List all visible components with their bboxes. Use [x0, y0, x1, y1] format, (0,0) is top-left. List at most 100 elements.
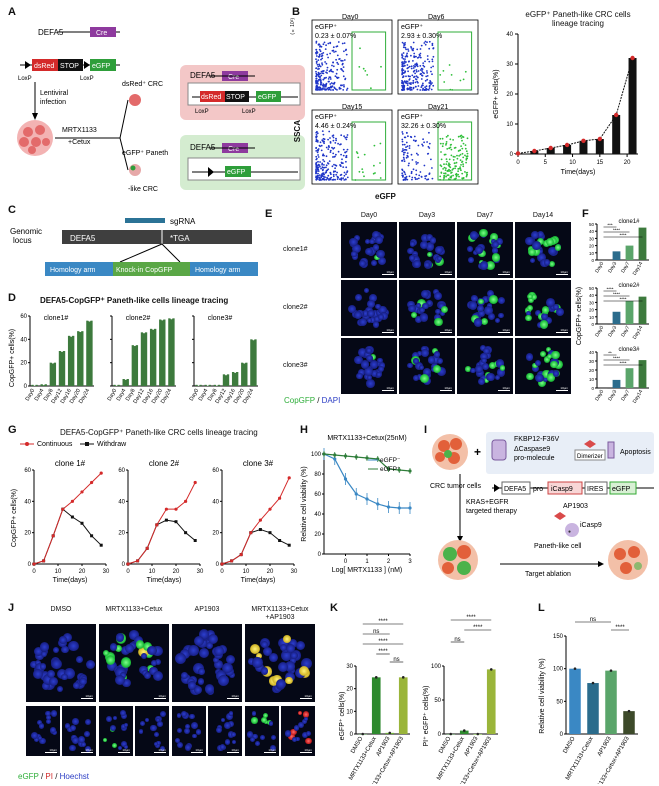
j-cell [49, 677, 59, 687]
b-flow-dot [320, 175, 323, 178]
b-flow-dot [455, 172, 458, 175]
b-flow-dot [425, 75, 428, 78]
b-flow-dot [404, 136, 407, 139]
j-cell [224, 722, 231, 729]
j-cell [279, 643, 288, 652]
d-bar-point [124, 378, 127, 380]
svg-text:STOP: STOP [226, 94, 245, 101]
b-flow-dot [404, 176, 406, 179]
b-flow-day-1: Day6 [428, 14, 444, 21]
j-cell [35, 652, 44, 661]
panel-label-f: F [582, 208, 589, 220]
b-flow-dot [317, 79, 320, 81]
b-flow-dot [327, 174, 330, 177]
h-xtick-label: 2 [387, 559, 391, 565]
i-apoptosis: Apoptosis [620, 449, 651, 456]
a-dsred-box [32, 59, 58, 71]
e-cell [411, 255, 421, 265]
e-day-label: Day0 [360, 212, 378, 219]
b-flow-dot [407, 75, 410, 77]
b-flow-dot [443, 177, 445, 180]
d-title: DEFA5-CopGFP⁺ Paneth-like cells lineage … [40, 296, 229, 305]
b-flow-dot [464, 171, 466, 173]
b-flow-dot [330, 89, 332, 91]
b-flow-dot [460, 164, 462, 166]
b-flow-dot [405, 175, 408, 178]
b-flow-dot [323, 160, 326, 163]
b-flow-dot [340, 134, 343, 137]
e-cell [483, 306, 493, 316]
h-ytick-label: 40 [314, 512, 321, 518]
f-xtick-label: Day0 [594, 389, 605, 402]
e-cell [480, 318, 488, 326]
b-flow-dot [431, 60, 434, 63]
j-cell [256, 652, 263, 660]
f-sig-label: **** [619, 361, 626, 366]
e-cell [413, 358, 419, 364]
j-cell [301, 732, 309, 739]
f-xtick-label: Day3 [607, 261, 618, 274]
j-cell [269, 652, 279, 662]
b-flow-dot [428, 84, 431, 87]
b-flow-dot [458, 155, 460, 157]
b-flow-dot [379, 162, 381, 164]
b-flow-dot [345, 89, 348, 91]
b-flow-dot [416, 48, 419, 51]
b-flow-dot [345, 173, 347, 176]
b-flow-dot [402, 46, 405, 49]
b-flow-dot [337, 63, 340, 65]
j-cell [298, 711, 303, 716]
d-bar-point [51, 361, 54, 364]
b-flow-dot [402, 149, 404, 152]
b-flow-dot [455, 161, 458, 164]
e-scale-text: 10µm [560, 386, 568, 390]
e-cell [434, 313, 442, 322]
g-withdraw-point [90, 534, 94, 538]
b-flow-dot [316, 141, 319, 143]
f-xtick-label: Day3 [607, 389, 618, 402]
b-flow-dot [315, 136, 318, 139]
e-cell [490, 233, 498, 241]
b-flow-dot [319, 165, 321, 168]
b-flow-dot [450, 176, 452, 179]
e-cell [425, 234, 433, 242]
b-flow-dot [330, 82, 333, 84]
b-flow-dot [431, 42, 434, 45]
b-flow-dot [445, 141, 448, 143]
b-flow-dot [408, 65, 411, 68]
b-flow-dot [448, 170, 450, 173]
b-flow-dot [439, 175, 442, 178]
b-flow-dot [340, 178, 343, 180]
i-organoid-top [432, 434, 468, 470]
k2-bar-point [476, 732, 480, 736]
j-cell [301, 658, 312, 670]
svg-text:LoxP: LoxP [195, 109, 209, 115]
b-flow-dot [332, 49, 335, 52]
l-xtick-label: DMSO [563, 736, 577, 755]
b-xtick-label: 15 [596, 160, 603, 166]
b-flow-dot [426, 55, 429, 57]
b-flow-dot [414, 72, 416, 75]
e-cell [537, 248, 543, 254]
g-series-name: clone 1# [55, 459, 86, 468]
j-scale-text: 10µm [268, 748, 276, 752]
panel-c-diagram: sgRNA Genomic locus DEFA5 *TGA Homology … [10, 217, 258, 276]
j-scale-text: 10µm [122, 748, 130, 752]
f-sig-label: **** [613, 356, 620, 361]
j-cell [193, 635, 204, 646]
k2-xtick-label: DMSO [438, 736, 452, 755]
j-cell [213, 660, 223, 669]
b-flow-dot [413, 75, 416, 78]
b-flow-dot [339, 165, 342, 168]
b-ylabel: eGFP+ cells(%) [493, 69, 500, 118]
b-flow-dot [333, 156, 336, 158]
b-flow-dot [424, 43, 427, 46]
e-cell [538, 379, 546, 388]
b-flow-dot [318, 43, 321, 46]
k1-ytick-label: 0 [350, 732, 354, 738]
e-scale-text: 10µm [386, 386, 394, 390]
b-flow-dot [329, 83, 332, 85]
j-cell [46, 719, 52, 725]
e-cell [465, 366, 471, 372]
k2-bar-point [449, 732, 453, 736]
